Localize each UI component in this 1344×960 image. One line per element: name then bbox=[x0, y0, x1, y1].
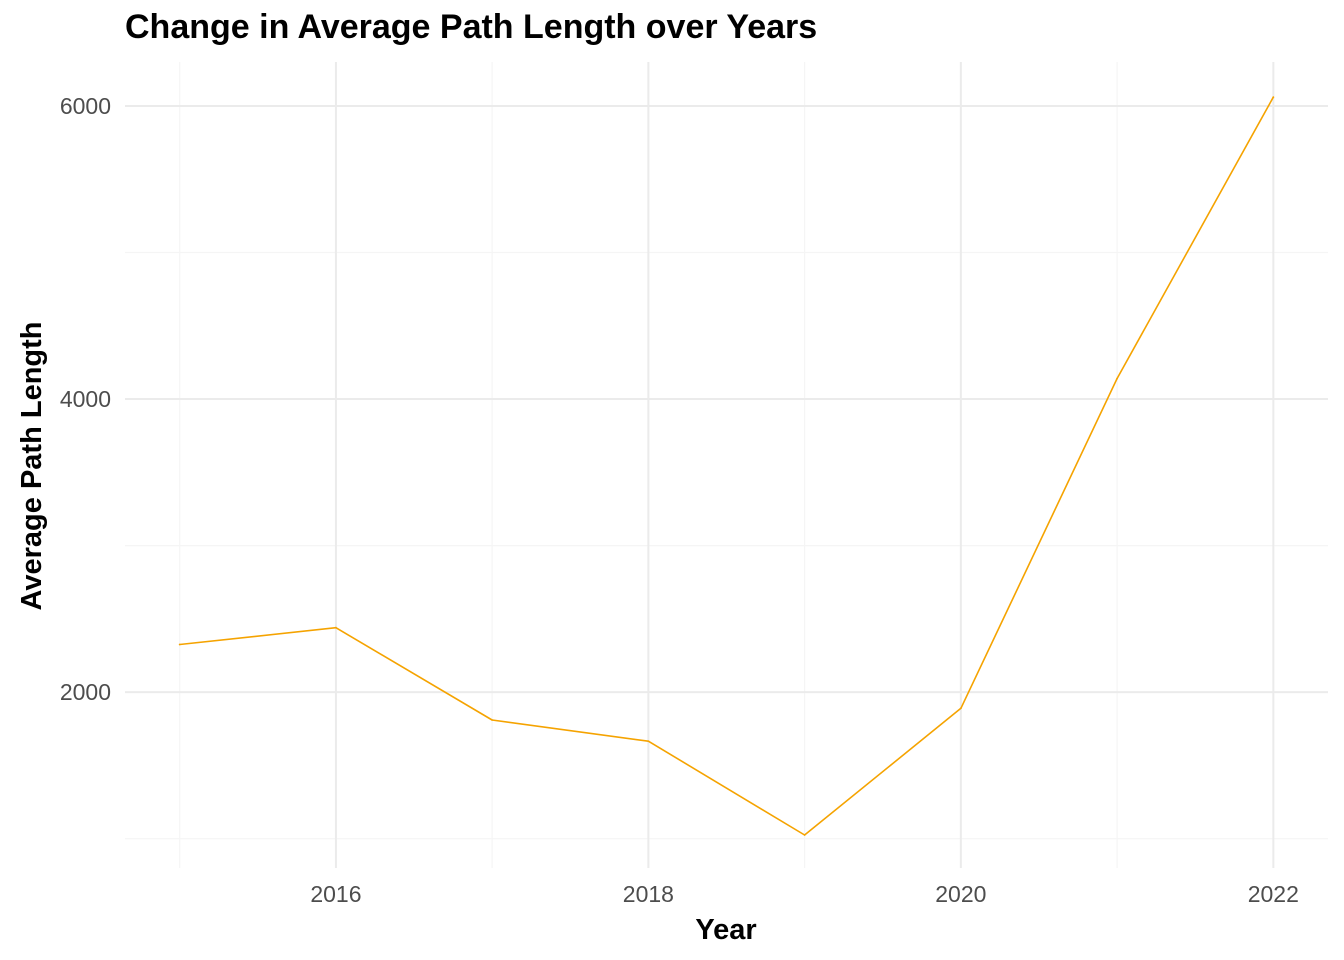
x-tick-label: 2018 bbox=[623, 881, 674, 907]
chart-title: Change in Average Path Length over Years bbox=[125, 8, 818, 46]
grid-lines bbox=[125, 62, 1328, 868]
x-axis-ticks: 2016 2018 2020 2022 bbox=[310, 881, 1299, 907]
x-axis-title: Year bbox=[695, 914, 756, 946]
data-point bbox=[178, 643, 181, 646]
y-axis-ticks: 2000 4000 6000 bbox=[60, 93, 111, 705]
y-axis-title: Average Path Length bbox=[16, 322, 48, 611]
data-point bbox=[491, 719, 494, 721]
series-layer bbox=[178, 96, 1275, 836]
data-point bbox=[1116, 377, 1118, 380]
series-line bbox=[178, 96, 1275, 836]
x-tick-label: 2022 bbox=[1248, 881, 1299, 907]
data-point bbox=[647, 740, 650, 743]
x-tick-label: 2020 bbox=[935, 881, 986, 907]
data-point bbox=[1272, 96, 1275, 99]
y-tick-label: 4000 bbox=[60, 386, 111, 412]
y-tick-label: 6000 bbox=[60, 93, 111, 119]
y-tick-label: 2000 bbox=[60, 679, 111, 705]
data-point bbox=[335, 626, 337, 629]
x-tick-label: 2016 bbox=[310, 881, 361, 907]
data-point bbox=[803, 834, 806, 836]
data-point bbox=[959, 707, 962, 710]
